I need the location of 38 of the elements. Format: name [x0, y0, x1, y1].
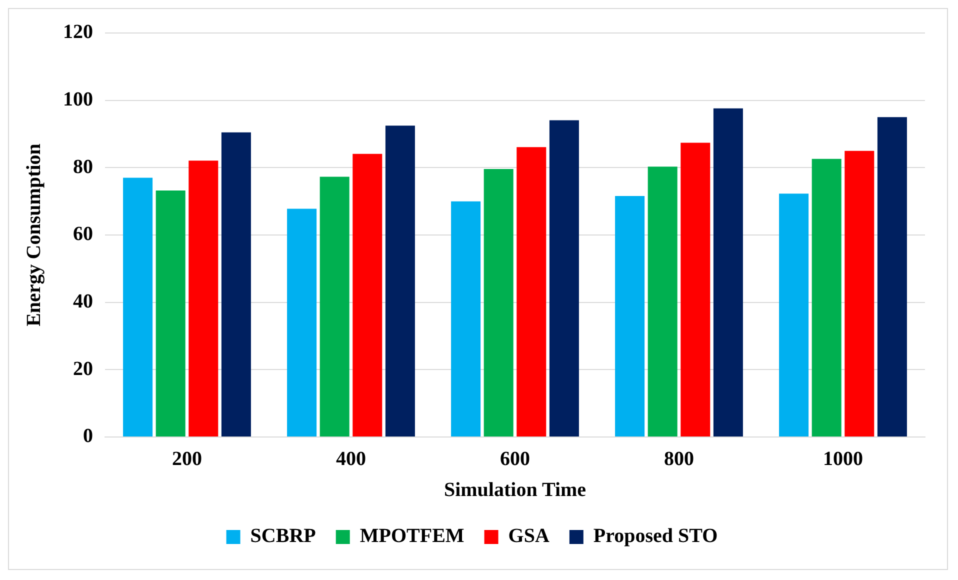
y-tick-label: 80 [73, 156, 93, 178]
bar [812, 158, 842, 436]
y-tick-label: 40 [73, 290, 93, 313]
bar [451, 201, 481, 436]
bar [352, 154, 382, 436]
bar [287, 208, 317, 436]
bar [188, 160, 218, 436]
bar [156, 190, 186, 436]
y-axis-title: Energy Consumption [23, 144, 46, 326]
y-tick-label: 0 [83, 425, 93, 448]
x-tick-label: 400 [336, 448, 366, 470]
bar [844, 150, 874, 436]
x-tick-label: 600 [500, 448, 530, 470]
bar [713, 108, 743, 436]
legend-label: SCBRP [250, 525, 316, 548]
bar [320, 176, 350, 436]
bar [877, 117, 907, 436]
y-tick-label: 100 [63, 88, 93, 111]
x-tick-label: 200 [172, 448, 202, 470]
y-tick-label: 20 [73, 358, 93, 380]
bar [516, 147, 546, 436]
y-tick-label: 60 [73, 223, 93, 246]
bar [779, 194, 809, 436]
x-axis-title: Simulation Time [444, 479, 586, 502]
legend-label: GSA [508, 525, 550, 548]
x-tick-label: 800 [664, 448, 694, 470]
bar [680, 142, 710, 436]
x-tick-label: 1000 [823, 448, 863, 470]
bar [385, 126, 415, 436]
bar [648, 166, 678, 436]
legend-label: Proposed STO [593, 525, 718, 548]
bar [484, 169, 514, 436]
legend-label: MPOTFEM [360, 525, 464, 548]
bar [615, 196, 645, 436]
bar [549, 120, 579, 436]
y-tick-label: 120 [63, 21, 93, 44]
bar [123, 178, 153, 436]
bar [221, 132, 251, 436]
